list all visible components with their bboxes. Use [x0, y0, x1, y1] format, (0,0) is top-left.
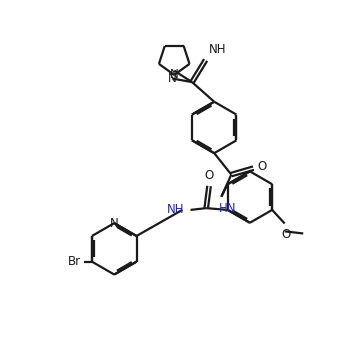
- Text: O: O: [205, 169, 214, 182]
- Text: N: N: [170, 68, 178, 81]
- Text: NH: NH: [208, 43, 226, 56]
- Text: N: N: [110, 216, 119, 230]
- Text: Br: Br: [68, 255, 81, 268]
- Text: O: O: [281, 228, 290, 241]
- Text: HN: HN: [219, 202, 237, 215]
- Text: NH: NH: [167, 203, 184, 216]
- Text: N: N: [168, 72, 177, 85]
- Text: O: O: [257, 160, 266, 173]
